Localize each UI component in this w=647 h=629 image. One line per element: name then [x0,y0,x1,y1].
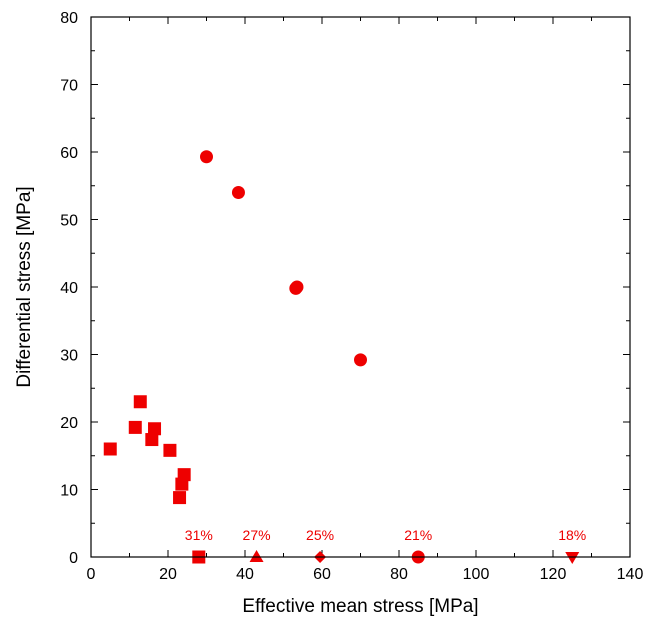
y-tick-label: 70 [60,78,78,95]
triangle-up-point [249,550,264,562]
annotation-label: 31% [185,527,213,543]
y-tick-label: 60 [60,145,78,162]
x-tick-label: 120 [540,566,567,583]
x-tick-labels: 0 20 40 60 80 100 120 140 [87,566,644,583]
y-tick-label: 20 [60,415,78,432]
x-tick-label: 20 [159,566,177,583]
annotation-label: 18% [558,527,586,543]
plot-frame [90,16,631,558]
circle-point [290,280,304,294]
y-axis-title: Differential stress [MPa] [14,186,35,387]
square-point [103,442,117,456]
square-point [177,468,191,482]
circle-point [354,353,367,367]
x-tick-label: 60 [313,566,331,583]
annotation-label: 25% [306,527,334,543]
x-tick-label: 140 [617,566,644,583]
annotations: 31% 27% 25% 21% 18% [185,527,586,543]
x-tick-label: 40 [236,566,254,583]
x-tick-label: 0 [87,566,96,583]
square-point [163,443,177,457]
y-tick-label: 50 [60,213,78,230]
circle-point [231,186,245,199]
x-tick-label: 80 [390,566,408,583]
y-tick-label: 80 [60,10,78,27]
x-tick-label: 100 [463,566,490,583]
square-point [133,395,147,409]
square-point [173,491,187,505]
y-tick-label: 40 [60,280,78,297]
y-tick-label: 0 [69,550,78,567]
y-tick-label: 30 [60,348,78,365]
square-point [148,422,162,436]
data-points [103,150,580,564]
x-axis-title: Effective mean stress [MPa] [242,596,478,617]
annotation-label: 27% [243,527,271,543]
circle-point [200,150,213,164]
triangle-down-point [565,552,580,564]
y-tick-labels: 0 10 20 30 40 50 60 70 80 [60,10,78,567]
square-point [128,420,142,434]
axis-ticks [90,16,631,558]
annotation-label: 21% [404,527,432,543]
y-tick-label: 10 [60,483,78,500]
square-point [145,433,159,447]
